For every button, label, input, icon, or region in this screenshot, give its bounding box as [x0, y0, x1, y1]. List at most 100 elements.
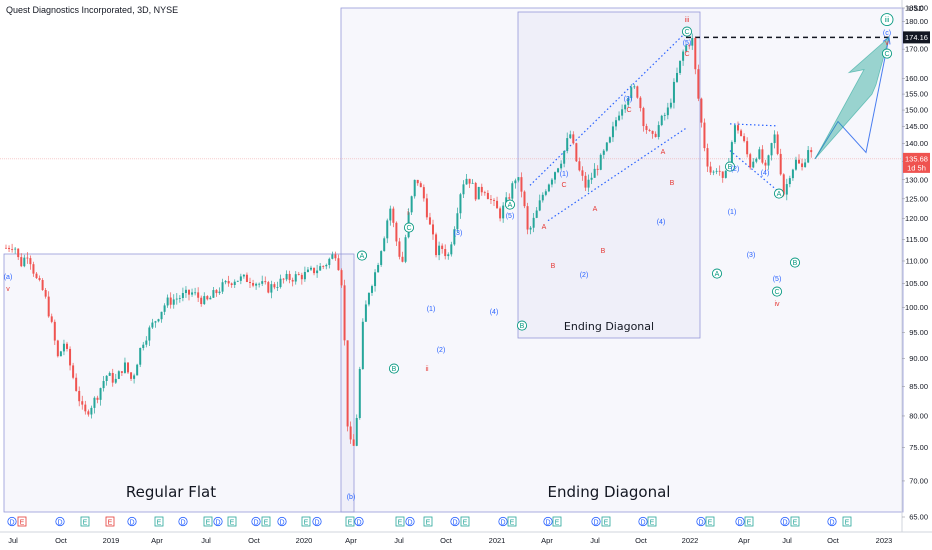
candle-body: [526, 206, 529, 230]
candle-body: [755, 158, 758, 162]
event-marker-box: [17, 516, 27, 527]
candle-body: [166, 297, 169, 306]
candle-body: [679, 60, 682, 73]
candle-body: [26, 257, 29, 259]
event-marker: D: [178, 516, 188, 527]
wave-label: iii: [685, 17, 690, 24]
candle: [175, 293, 178, 305]
candle-body: [215, 290, 218, 294]
candle-body: [221, 282, 224, 292]
x-tick-label: 2022: [682, 536, 699, 545]
candle: [450, 241, 453, 257]
candle-body: [685, 45, 688, 52]
candle: [804, 158, 807, 168]
candle-body: [50, 316, 53, 322]
candle-body: [514, 180, 517, 184]
wave-label: (4): [761, 170, 770, 177]
event-marker: E: [154, 516, 164, 527]
y-tick-label: 75.00: [909, 443, 928, 452]
candle: [566, 132, 569, 154]
event-marker-letter: E: [348, 520, 353, 527]
candle: [325, 263, 328, 270]
candle-body: [111, 372, 114, 383]
candle-body: [227, 281, 230, 284]
event-marker: E: [203, 516, 213, 527]
event-marker-circle: [213, 516, 223, 527]
candle: [743, 133, 746, 143]
event-marker: D: [638, 516, 648, 527]
candle-body: [419, 183, 422, 188]
y-tick-label: 115.00: [906, 235, 928, 244]
y-tick-label: 185.00: [905, 4, 928, 13]
candle: [785, 178, 788, 201]
candle: [200, 295, 203, 307]
candle-body: [486, 192, 489, 200]
candle-body: [444, 249, 447, 257]
candle-body: [163, 305, 166, 312]
event-marker: E: [80, 516, 90, 527]
candle: [746, 137, 749, 158]
event-marker-letter: D: [129, 520, 134, 527]
candle: [721, 171, 724, 183]
event-marker-letter: D: [782, 520, 787, 527]
candle-body: [721, 171, 724, 178]
event-marker: D: [354, 516, 364, 527]
pattern-box-label: Regular Flat: [126, 483, 216, 501]
wave-label: v: [885, 40, 889, 47]
candle-body: [544, 191, 547, 195]
candle: [428, 212, 431, 225]
event-marker-letter: E: [510, 520, 515, 527]
candle-body: [130, 372, 133, 379]
candle: [633, 84, 636, 89]
y-tick-label: 140.00: [905, 139, 928, 148]
candle-body: [270, 284, 273, 293]
candle-body: [746, 141, 749, 155]
candle: [776, 131, 779, 156]
candle-body: [416, 179, 419, 184]
candle: [447, 252, 450, 260]
candle: [538, 194, 541, 212]
event-marker-letter: D: [180, 520, 185, 527]
pattern-boxes: Regular Flat Ending Diagonal Ending Diagon…: [3, 7, 904, 513]
candle: [563, 150, 566, 168]
event-marker-letter: D: [500, 520, 505, 527]
event-marker-circle: [178, 516, 188, 527]
candle-body: [666, 107, 669, 116]
pattern-box: [3, 253, 355, 513]
candle: [547, 183, 550, 193]
candle: [294, 271, 297, 285]
wave-label-text: B: [601, 248, 606, 255]
wave-label: (3): [624, 96, 633, 103]
candle-body: [267, 282, 270, 293]
x-tick-label: Oct: [440, 536, 453, 545]
candle-body: [367, 292, 370, 305]
event-marker-box: [80, 516, 90, 527]
candle-body: [450, 244, 453, 255]
candle: [300, 272, 303, 285]
event-marker-letter: E: [157, 520, 162, 527]
candle: [666, 102, 669, 120]
pattern-box-label: Ending Diagonal: [564, 320, 654, 333]
wave-label-text: (a): [4, 274, 13, 281]
candle-body: [288, 273, 291, 280]
event-marker-box: [105, 516, 115, 527]
candle: [328, 257, 331, 269]
candle-body: [581, 170, 584, 176]
candle-body: [84, 404, 87, 412]
candle: [425, 193, 428, 220]
candle-body: [160, 311, 163, 320]
candle: [737, 121, 739, 134]
candle: [767, 154, 770, 170]
x-tick-label: Apr: [738, 536, 750, 545]
candle: [203, 292, 206, 305]
x-tick-label: Apr: [151, 536, 163, 545]
candle: [337, 254, 340, 271]
candle: [334, 251, 337, 261]
candle-body: [554, 172, 556, 180]
candle-body: [697, 69, 700, 99]
wave-label-text: B: [728, 164, 733, 171]
event-marker-box: [301, 516, 311, 527]
candle: [5, 244, 7, 249]
event-marker-box: [395, 516, 405, 527]
